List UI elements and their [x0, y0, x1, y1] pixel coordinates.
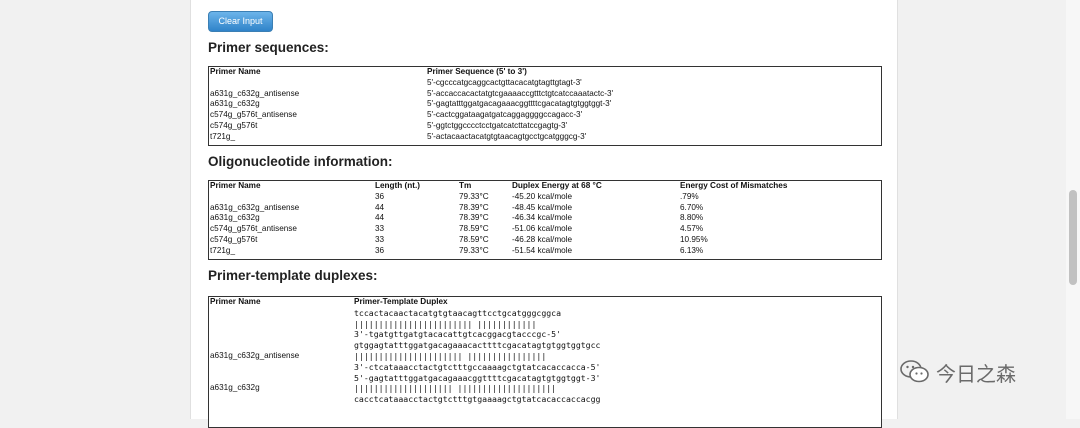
- results-page: Clear Input Primer sequences: Primer Nam…: [190, 0, 898, 428]
- oligonucleotide-info-heading: Oligonucleotide information:: [208, 154, 393, 169]
- watermark-text: 今日之森: [936, 361, 1016, 386]
- table-row: 36 79.33°C -45.20 kcal/mole .79%: [209, 192, 881, 203]
- table-row: tccactacaactacatgtgtaacagttcctgcatgggcgg…: [209, 308, 881, 319]
- table-header-row: Primer Name Primer Sequence (5' to 3'): [209, 67, 881, 78]
- primer-name-cell: c574g_g576t_antisense: [210, 224, 297, 234]
- duplex-energy-cell: -46.34 kcal/mole: [512, 213, 573, 223]
- tm-cell: 79.33°C: [459, 191, 489, 201]
- table-row: cacctcataaacctactgtctttgtgaaaagctgtatcac…: [209, 394, 881, 405]
- tm-cell: 78.59°C: [459, 234, 489, 244]
- table-row: c574g_g576t 5'-ggtctggcccctcctgatcatctta…: [209, 121, 881, 132]
- table-row: 3'-tgatgttgatgtacacattgtcacggacgtacccgc-…: [209, 329, 881, 340]
- primer-name-cell: c574g_g576t_antisense: [210, 110, 297, 120]
- primer-sequence-cell: 5'-cactcggataagatgatcaggaggggccagacc-3': [427, 110, 583, 120]
- header-energy-cost: Energy Cost of Mismatches: [680, 181, 788, 190]
- energy-cost-cell: 8.80%: [680, 213, 704, 223]
- length-cell: 36: [375, 191, 385, 201]
- clear-input-button[interactable]: Clear Input: [208, 11, 273, 32]
- header-primer-name: Primer Name: [210, 181, 261, 190]
- table-row: 5'-cgcccatgcaggcactgttacacatgtagttgtagt-…: [209, 78, 881, 89]
- primer-name-cell: c574g_g576t: [210, 120, 258, 130]
- header-duplex-energy: Duplex Energy at 68 °C: [512, 181, 602, 190]
- table-row: a631g_c632g_antisense 5'-accaccacactatgt…: [209, 89, 881, 100]
- duplex-line: gtggagtatttggatgacagaaacacttttcgacatagtg…: [354, 340, 601, 351]
- header-length: Length (nt.): [375, 181, 421, 190]
- primer-name-cell: t721g_: [210, 131, 236, 141]
- duplex-energy-cell: -45.20 kcal/mole: [512, 191, 573, 201]
- energy-cost-cell: 10.95%: [680, 234, 708, 244]
- primer-sequence-cell: 5'-cgcccatgcaggcactgttacacatgtagttgtagt-…: [427, 77, 582, 87]
- table-row: a631g_c632g 44 78.39°C -46.34 kcal/mole …: [209, 213, 881, 224]
- vertical-scrollbar[interactable]: [1066, 0, 1080, 419]
- table-row: t721g_ 5'-actacaactacatgtgtaacagtgcctgca…: [209, 132, 881, 143]
- table-row: |||||||||||||||||||||||| ||||||||||||: [209, 319, 881, 330]
- length-cell: 44: [375, 213, 385, 223]
- length-cell: 33: [375, 224, 385, 234]
- primer-sequences-heading: Primer sequences:: [208, 40, 329, 55]
- tm-cell: 78.59°C: [459, 224, 489, 234]
- header-primer-name: Primer Name: [210, 297, 261, 306]
- duplex-line: |||||||||||||||||||| |||||||||||||||||||…: [354, 383, 557, 394]
- watermark: 今日之森: [900, 352, 1016, 392]
- duplex-line: 3'-tgatgttgatgtacacattgtcacggacgtacccgc-…: [354, 329, 562, 340]
- primer-sequence-cell: 5'-ggtctggcccctcctgatcatcttatccgagtg-3': [427, 120, 568, 130]
- table-row: c574g_g576t_antisense 5'-cactcggataagatg…: [209, 110, 881, 121]
- duplex-line: cacctcataaacctactgtctttgtgaaaagctgtatcac…: [354, 394, 601, 405]
- primer-sequence-cell: 5'-gagtatttggatgacagaaacggttttcgacatagtg…: [427, 99, 612, 109]
- primer-name-cell: a631g_c632g: [210, 99, 260, 109]
- duplex-line: |||||||||||||||||||||||| ||||||||||||: [354, 318, 537, 329]
- table-row: 5'-gagtatttggatgacagaaacggttttcgacatagtg…: [209, 373, 881, 384]
- primer-name-cell: t721g_: [210, 245, 236, 255]
- energy-cost-cell: .79%: [680, 191, 699, 201]
- primer-sequence-table: Primer Name Primer Sequence (5' to 3') 5…: [208, 66, 882, 146]
- wechat-icon: [900, 360, 929, 383]
- length-cell: 33: [375, 234, 385, 244]
- length-cell: 36: [375, 245, 385, 255]
- table-row: a631g_c632g |||||||||||||||||||| |||||||…: [209, 383, 881, 394]
- duplex-energy-cell: -51.06 kcal/mole: [512, 224, 573, 234]
- table-row: c574g_g576t_antisense 33 78.59°C -51.06 …: [209, 224, 881, 235]
- tm-cell: 78.39°C: [459, 213, 489, 223]
- oligonucleotide-table: Primer Name Length (nt.) Tm Duplex Energ…: [208, 180, 882, 260]
- primer-sequence-cell: 5'-accaccacactatgtcgaaaaccgtttctgtcatcca…: [427, 88, 614, 98]
- energy-cost-cell: 6.13%: [680, 245, 704, 255]
- header-primer-name: Primer Name: [210, 67, 261, 76]
- table-row: t721g_ 36 79.33°C -51.54 kcal/mole 6.13%: [209, 246, 881, 257]
- scrollbar-thumb[interactable]: [1069, 190, 1077, 285]
- duplex-energy-cell: -48.45 kcal/mole: [512, 202, 573, 212]
- duplex-line: 5'-gagtatttggatgacagaaacggttttcgacatagtg…: [354, 372, 601, 383]
- duplex-line: |||||||||||||||||||||| ||||||||||||||||: [354, 350, 547, 361]
- table-row: a631g_c632g 5'-gagtatttggatgacagaaacggtt…: [209, 99, 881, 110]
- primer-name-cell: a631g_c632g_antisense: [210, 88, 300, 98]
- length-cell: 44: [375, 202, 385, 212]
- header-primer-template-duplex: Primer-Template Duplex: [354, 297, 448, 306]
- duplex-line: 3'-ctcataaacctactgtctttgccaaaagctgtatcac…: [354, 361, 601, 372]
- table-row: 3'-ctcataaacctactgtctttgccaaaagctgtatcac…: [209, 362, 881, 373]
- table-header-row: Primer Name Length (nt.) Tm Duplex Energ…: [209, 181, 881, 192]
- energy-cost-cell: 4.57%: [680, 224, 704, 234]
- duplexes-heading: Primer-template duplexes:: [208, 268, 378, 283]
- primer-name-cell: c574g_g576t: [210, 234, 258, 244]
- tm-cell: 79.33°C: [459, 245, 489, 255]
- energy-cost-cell: 6.70%: [680, 202, 704, 212]
- duplex-line: tccactacaactacatgtgtaacagttcctgcatgggcgg…: [354, 307, 562, 318]
- header-tm: Tm: [459, 181, 472, 190]
- primer-name-cell: a631g_c632g: [210, 383, 260, 393]
- table-header-row: Primer Name Primer-Template Duplex: [209, 297, 881, 308]
- table-row: a631g_c632g_antisense 44 78.39°C -48.45 …: [209, 203, 881, 214]
- primer-sequence-cell: 5'-actacaactacatgtgtaacagtgcctgcatgggcg-…: [427, 131, 587, 141]
- header-primer-sequence: Primer Sequence (5' to 3'): [427, 67, 527, 76]
- duplex-energy-cell: -51.54 kcal/mole: [512, 245, 573, 255]
- table-row: a631g_c632g_antisense ||||||||||||||||||…: [209, 351, 881, 362]
- primer-name-cell: a631g_c632g_antisense: [210, 350, 300, 360]
- primer-name-cell: a631g_c632g_antisense: [210, 202, 300, 212]
- table-row: c574g_g576t 33 78.59°C -46.28 kcal/mole …: [209, 235, 881, 246]
- tm-cell: 78.39°C: [459, 202, 489, 212]
- table-row: gtggagtatttggatgacagaaacacttttcgacatagtg…: [209, 340, 881, 351]
- primer-name-cell: a631g_c632g: [210, 213, 260, 223]
- duplex-table: Primer Name Primer-Template Duplex tccac…: [208, 296, 882, 428]
- duplex-energy-cell: -46.28 kcal/mole: [512, 234, 573, 244]
